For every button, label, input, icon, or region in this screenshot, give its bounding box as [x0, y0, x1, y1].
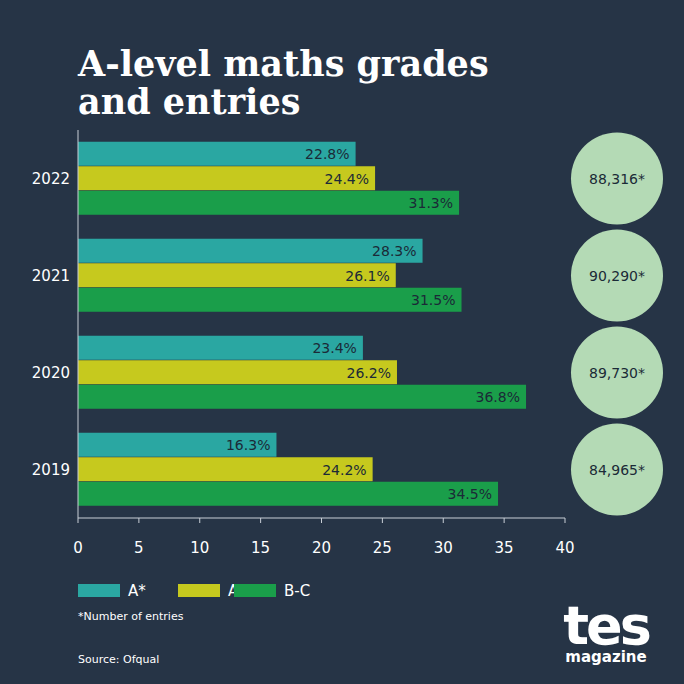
bar [78, 166, 375, 190]
x-tick-label: 30 [434, 539, 453, 557]
data-label: 26.1% [345, 268, 389, 284]
bar [78, 288, 462, 312]
data-label: 24.2% [322, 462, 366, 478]
data-label: 24.4% [325, 171, 369, 187]
data-label: 31.3% [409, 195, 453, 211]
y-axis [78, 130, 79, 518]
data-label: 34.5% [448, 486, 492, 502]
category-label: 2022 [32, 170, 70, 188]
bar [78, 239, 423, 263]
entries-circle [571, 424, 663, 516]
x-tick [321, 518, 322, 523]
x-tick [504, 518, 505, 523]
x-tick [260, 518, 261, 523]
entries-circle [571, 230, 663, 322]
legend-swatch [178, 584, 220, 597]
source: Source: Ofqual [78, 653, 159, 666]
bar [78, 263, 396, 287]
data-labels: 22.8% 24.4% 31.3% 28.3% 26.1% 31.5% 23.4% 26.2%… [226, 146, 520, 502]
x-tick-label: 0 [73, 539, 83, 557]
x-tick-label: 5 [134, 539, 144, 557]
x-tick [199, 518, 200, 523]
data-label: 36.8% [476, 389, 520, 405]
data-label: 31.5% [411, 292, 455, 308]
bars [78, 142, 526, 506]
data-label: 23.4% [312, 340, 356, 356]
legend-label: B-C [284, 582, 310, 600]
entries-label: 90,290* [589, 268, 645, 284]
entries-label: 88,316* [589, 171, 645, 187]
bar [78, 433, 276, 457]
chart: A-level maths gradesand entries 22.8% 24.4… [0, 0, 684, 684]
entries-circle [571, 327, 663, 419]
data-label: 22.8% [305, 146, 349, 162]
x-tick-label: 10 [190, 539, 209, 557]
bar [78, 482, 498, 506]
category-label: 2020 [32, 364, 70, 382]
x-tick [382, 518, 383, 523]
bar [78, 385, 526, 409]
entries-label: 84,965* [589, 462, 645, 478]
x-tick-label: 20 [312, 539, 331, 557]
legend-swatch [234, 584, 276, 597]
data-label: 16.3% [226, 437, 270, 453]
x-tick [565, 518, 566, 523]
logo-sub: magazine [565, 648, 646, 666]
title-line: A-level maths grades [77, 43, 489, 84]
category-label: 2019 [32, 461, 70, 479]
entries-circle [571, 133, 663, 225]
data-label: 28.3% [372, 243, 416, 259]
bar [78, 336, 363, 360]
bar [78, 191, 459, 215]
x-tick-label: 40 [555, 539, 574, 557]
x-tick [138, 518, 139, 523]
legend-label: A* [128, 582, 146, 600]
data-label: 26.2% [347, 365, 391, 381]
x-tick [78, 518, 79, 523]
legend-swatch [78, 584, 120, 597]
category-label: 2021 [32, 267, 70, 285]
bar [78, 457, 373, 481]
bar [78, 142, 356, 166]
background [0, 0, 684, 684]
bar [78, 360, 397, 384]
x-tick-label: 15 [251, 539, 270, 557]
x-tick [443, 518, 444, 523]
x-tick-label: 35 [495, 539, 514, 557]
title-line: and entries [78, 81, 300, 122]
x-tick-label: 25 [373, 539, 392, 557]
title: A-level maths gradesand entries [77, 43, 489, 122]
footnote: *Number of entries [78, 610, 184, 623]
entries-label: 89,730* [589, 365, 645, 381]
